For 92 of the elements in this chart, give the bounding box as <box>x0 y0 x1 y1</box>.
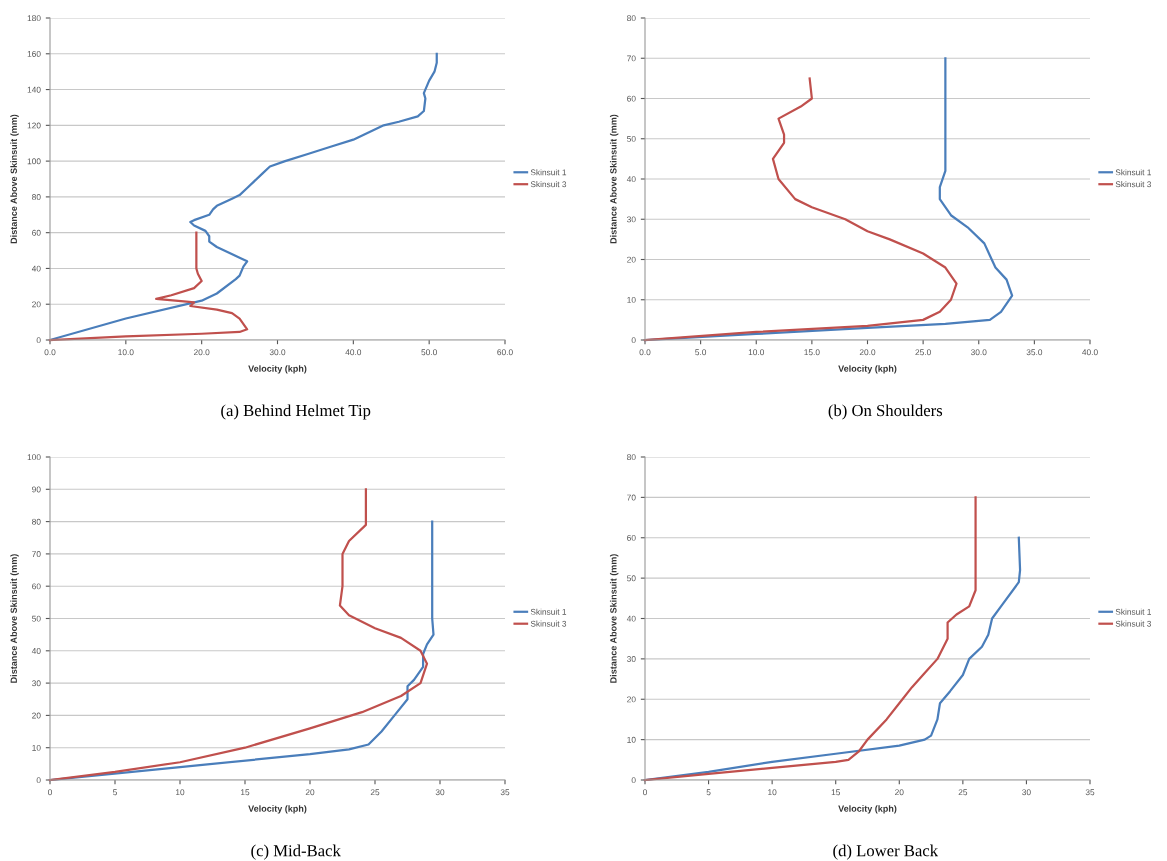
legend-label: Skinsuit 3 <box>1115 181 1152 188</box>
legend-label: Skinsuit 3 <box>530 181 567 188</box>
x-tick-label: 0.0 <box>639 349 651 356</box>
y-tick-label: 0 <box>36 777 41 784</box>
x-tick-label: 10.0 <box>118 349 134 356</box>
text: (d) Lower Back <box>833 844 939 860</box>
y-tick-label: 180 <box>27 15 41 22</box>
x-tick-label: 15 <box>831 789 840 796</box>
text: (c) Mid-Back <box>251 844 341 860</box>
x-tick-label: 20.0 <box>859 349 876 356</box>
x-tick-label: 40.0 <box>1082 349 1098 356</box>
x-tick-label: 35.0 <box>1026 349 1043 356</box>
x-tick-label: 10.0 <box>748 349 765 356</box>
y-tick-label: 100 <box>27 158 41 165</box>
y-tick-label: 60 <box>32 229 41 236</box>
x-axis-title: Velocity (kph) <box>248 805 307 814</box>
y-tick-label: 70 <box>627 494 636 501</box>
text: (b) On Shoulders <box>828 404 943 420</box>
y-tick-label: 50 <box>627 575 636 582</box>
legend-label: Skinsuit 1 <box>1115 608 1152 615</box>
x-tick-label: 10 <box>176 789 185 796</box>
y-tick-label: 80 <box>32 194 41 200</box>
x-tick-label: 20 <box>895 789 904 796</box>
x-tick-label: 5 <box>706 789 711 796</box>
y-tick-label: 40 <box>626 615 636 622</box>
line-series <box>48 52 438 342</box>
y-tick-label: 60 <box>627 95 636 102</box>
x-tick-label: 0 <box>643 789 647 796</box>
y-tick-label: 30 <box>32 680 41 687</box>
y-tick-label: 50 <box>32 615 41 622</box>
x-tick-label: 35 <box>500 789 510 796</box>
x-tick-label: 30 <box>435 789 445 796</box>
x-tick-label: 20 <box>305 789 315 796</box>
y-tick-label: 20 <box>627 696 636 703</box>
y-tick-label: 10 <box>32 744 41 751</box>
x-axis-title: Velocity (kph) <box>838 365 897 374</box>
legend-label: Skinsuit 3 <box>1115 620 1152 627</box>
y-tick-label: 120 <box>27 122 41 129</box>
legend-label: Skinsuit 1 <box>530 169 567 176</box>
y-tick-label: 40 <box>626 176 636 183</box>
y-tick-label: 0 <box>36 337 41 344</box>
y-tick-label: 60 <box>627 534 636 541</box>
y-tick-label: 30 <box>627 656 636 662</box>
x-tick-label: 30.0 <box>970 349 987 356</box>
y-tick-label: 80 <box>627 15 636 22</box>
y-tick-label: 160 <box>27 50 41 57</box>
y-tick-label: 10 <box>627 296 636 303</box>
x-tick-label: 15.0 <box>804 349 820 356</box>
x-axis-title: Velocity (kph) <box>248 365 307 374</box>
y-tick-label: 140 <box>27 86 41 93</box>
x-tick-label: 30 <box>1022 789 1031 796</box>
x-tick-label: 25 <box>958 789 968 796</box>
x-tick-label: 15 <box>241 789 250 796</box>
x-tick-label: 0.0 <box>44 349 56 356</box>
x-tick-label: 5.0 <box>695 349 707 356</box>
y-tick-label: 30 <box>627 216 636 223</box>
y-tick-label: 80 <box>627 454 636 461</box>
y-tick-label: 40 <box>31 648 41 654</box>
text: (a) Behind Helmet Tip <box>221 404 371 420</box>
y-tick-label: 20 <box>32 301 41 308</box>
y-tick-label: 40 <box>31 265 41 272</box>
y-tick-label: 100 <box>27 454 41 461</box>
x-tick-label: 35 <box>1085 789 1095 796</box>
x-tick-label: 25 <box>370 789 380 796</box>
y-tick-label: 0 <box>631 777 636 784</box>
x-axis-title: Velocity (kph) <box>838 805 897 814</box>
x-tick-label: 50.0 <box>421 349 437 356</box>
y-tick-label: 10 <box>627 736 636 743</box>
y-tick-label: 20 <box>32 712 41 719</box>
y-tick-label: 70 <box>32 551 41 557</box>
legend-label: Skinsuit 1 <box>1115 169 1152 176</box>
x-tick-label: 60.0 <box>497 349 513 356</box>
x-tick-label: 10 <box>768 789 777 796</box>
y-axis-title: Distance Above Skinsuit (mm) <box>609 554 619 683</box>
y-tick-label: 50 <box>627 135 636 142</box>
y-tick-label: 0 <box>631 337 636 344</box>
x-tick-label: 30.0 <box>269 349 286 356</box>
x-tick-label: 5 <box>113 789 117 796</box>
y-tick-label: 20 <box>627 256 636 263</box>
y-tick-label: 80 <box>32 518 41 525</box>
x-tick-label: 25.0 <box>915 349 931 356</box>
y-tick-label: 60 <box>32 583 41 590</box>
y-tick-label: 90 <box>32 486 41 493</box>
legend-label: Skinsuit 3 <box>530 620 567 627</box>
y-tick-label: 70 <box>627 55 636 62</box>
y-axis-title: Distance Above Skinsuit (mm) <box>10 114 19 244</box>
y-axis-title: Distance Above Skinsuit (mm) <box>609 114 619 244</box>
x-tick-label: 40.0 <box>345 349 362 356</box>
x-tick-label: 0 <box>48 789 52 796</box>
y-axis-title: Distance Above Skinsuit (mm) <box>10 554 19 683</box>
legend-label: Skinsuit 1 <box>530 608 567 615</box>
x-tick-label: 20.0 <box>193 349 210 356</box>
